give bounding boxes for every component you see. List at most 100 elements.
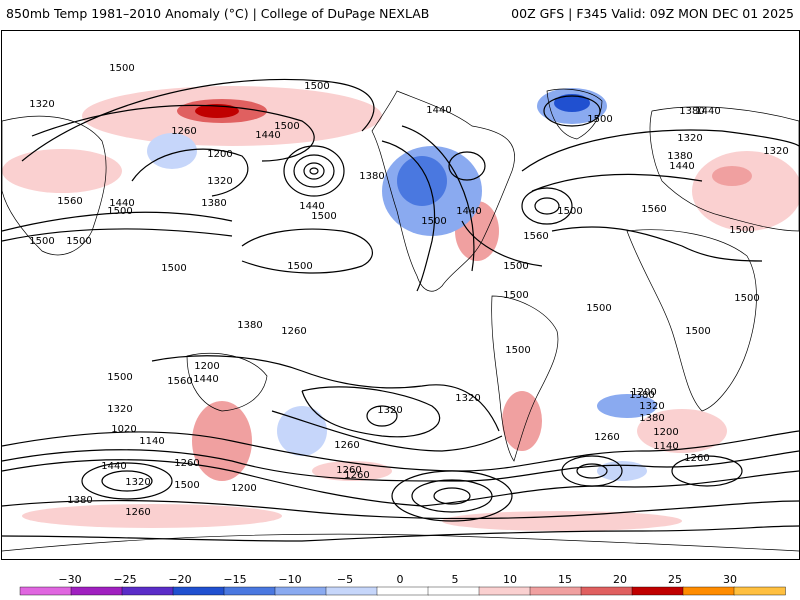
contour-label: 1440 <box>101 461 126 472</box>
contour-label: 1320 <box>377 405 402 416</box>
contour-label: 1560 <box>57 196 82 207</box>
warm-anomaly-south-central <box>312 461 392 481</box>
low-center-south-central <box>391 470 513 522</box>
contour-label: 1260 <box>281 326 306 337</box>
low-center-south-indian-inner <box>576 463 608 479</box>
contour-label: 1380 <box>237 320 262 331</box>
antarctica-outline <box>2 533 799 552</box>
header-title-right: 00Z GFS | F345 Valid: 09Z MON DEC 01 202… <box>511 6 794 21</box>
contour-label: 1500 <box>587 114 612 125</box>
contour-label: 1140 <box>139 436 164 447</box>
low-center-pacific-inner3 <box>309 167 319 175</box>
low-center-south-central-inner2 <box>433 487 471 505</box>
colorbar-tick-label: 5 <box>452 573 459 586</box>
contour-label: 1320 <box>207 176 232 187</box>
contour-label: 1560 <box>641 204 666 215</box>
contour-1380-south <box>2 430 799 472</box>
contour-1500-south-pacific <box>151 355 500 432</box>
low-center-greenland <box>543 95 601 127</box>
contour-label: 1200 <box>207 149 232 160</box>
contour-label: 1560 <box>523 231 548 242</box>
colorbar-segment <box>223 586 276 596</box>
warm-anomaly-south-pacific <box>192 401 252 481</box>
low-center-pacific-inner2 <box>303 162 325 180</box>
low-center-south-central-inner1 <box>411 479 493 513</box>
warm-anomaly-europe <box>692 151 799 231</box>
contour-label: 1500 <box>505 345 530 356</box>
contour-label: 1500 <box>161 263 186 274</box>
contour-label: 1440 <box>695 106 720 117</box>
height-contours <box>2 78 799 542</box>
contour-1200-south <box>2 499 799 520</box>
colorbar-tick-label: 30 <box>723 573 737 586</box>
low-center-south-east <box>671 455 743 487</box>
low-center-atlantic-inner <box>534 197 560 215</box>
contour-label: 1380 <box>667 151 692 162</box>
cold-anomaly-north-pacific <box>147 133 197 169</box>
warm-anomaly-europe-core <box>712 166 752 186</box>
contour-1440-south-pacific <box>271 410 503 452</box>
contour-label: 1560 <box>167 376 192 387</box>
contour-1320-antarctic <box>2 525 799 542</box>
header: 850mb Temp 1981–2010 Anomaly (°C) | Coll… <box>0 0 800 30</box>
east-asia-outline <box>2 115 107 256</box>
contour-label: 1260 <box>171 126 196 137</box>
cold-anomaly-south-atlantic <box>597 394 657 418</box>
africa-outline <box>626 229 757 412</box>
contour-label: 1500 <box>287 261 312 272</box>
contour-label: 1380 <box>67 495 92 506</box>
contour-1500-pacific <box>241 228 373 274</box>
contour-label: 1260 <box>594 432 619 443</box>
warm-anomaly-peak <box>195 104 239 118</box>
contour-1320-north <box>31 104 315 162</box>
colorbar-tick-label: 20 <box>613 573 627 586</box>
contour-label: 1380 <box>359 171 384 182</box>
contour-label: 1260 <box>334 440 359 451</box>
contour-label: 1020 <box>111 424 136 435</box>
colorbar-segment <box>733 586 786 596</box>
colorbar-segment <box>70 586 123 596</box>
contour-label: 1320 <box>29 99 54 110</box>
colorbar-tick-labels: −30 −25 −20 −15 −10 −5 0 5 10 15 20 25 30 <box>58 573 737 586</box>
colorbar-tick-label: 0 <box>397 573 404 586</box>
contour-label: 1320 <box>455 393 480 404</box>
cold-anomaly-greenland-core <box>554 94 590 112</box>
low-center-southwest-inner <box>101 470 153 492</box>
contour-label: 1380 <box>639 413 664 424</box>
colorbar-tick-label: 25 <box>668 573 682 586</box>
contour-label: 1440 <box>255 130 280 141</box>
colorbar-segment <box>478 586 531 596</box>
header-title-left: 850mb Temp 1981–2010 Anomaly (°C) | Coll… <box>6 6 430 21</box>
colorbar-tick-label: −20 <box>168 573 191 586</box>
contour-1440-atlantic <box>531 173 703 192</box>
contour-label: 1440 <box>669 161 694 172</box>
colorbar-tick-label: −10 <box>278 573 301 586</box>
contour-label: 1500 <box>586 303 611 314</box>
colorbar-segment <box>121 586 174 596</box>
contour-1380-pacific <box>2 211 233 232</box>
contour-1440-pacific <box>2 228 233 242</box>
contour-label: 1200 <box>194 361 219 372</box>
low-center-atlantic <box>521 187 573 225</box>
warm-anomaly-indian-ocean <box>637 409 727 453</box>
contour-1380-atlantic <box>521 129 799 172</box>
colorbar-segment <box>427 586 480 596</box>
colorbar-tick-label: −30 <box>58 573 81 586</box>
warm-anomaly-east-asia <box>2 149 122 193</box>
contour-label: 1500 <box>503 261 528 272</box>
low-center-pacific-inner1 <box>293 154 335 188</box>
contour-label: 1320 <box>763 146 788 157</box>
warm-anomaly-south-atlantic <box>502 391 542 451</box>
contour-label: 1500 <box>174 480 199 491</box>
contour-label: 1320 <box>677 133 702 144</box>
contour-label: 1380 <box>629 390 654 401</box>
warm-anomaly-antarctic-east <box>442 511 682 531</box>
contour-label: 1140 <box>653 441 678 452</box>
contour-label: 1260 <box>336 465 361 476</box>
contour-label: 1440 <box>299 201 324 212</box>
low-center-pacific <box>283 145 345 197</box>
contour-label: 1500 <box>729 225 754 236</box>
contour-label: 1500 <box>107 372 132 383</box>
